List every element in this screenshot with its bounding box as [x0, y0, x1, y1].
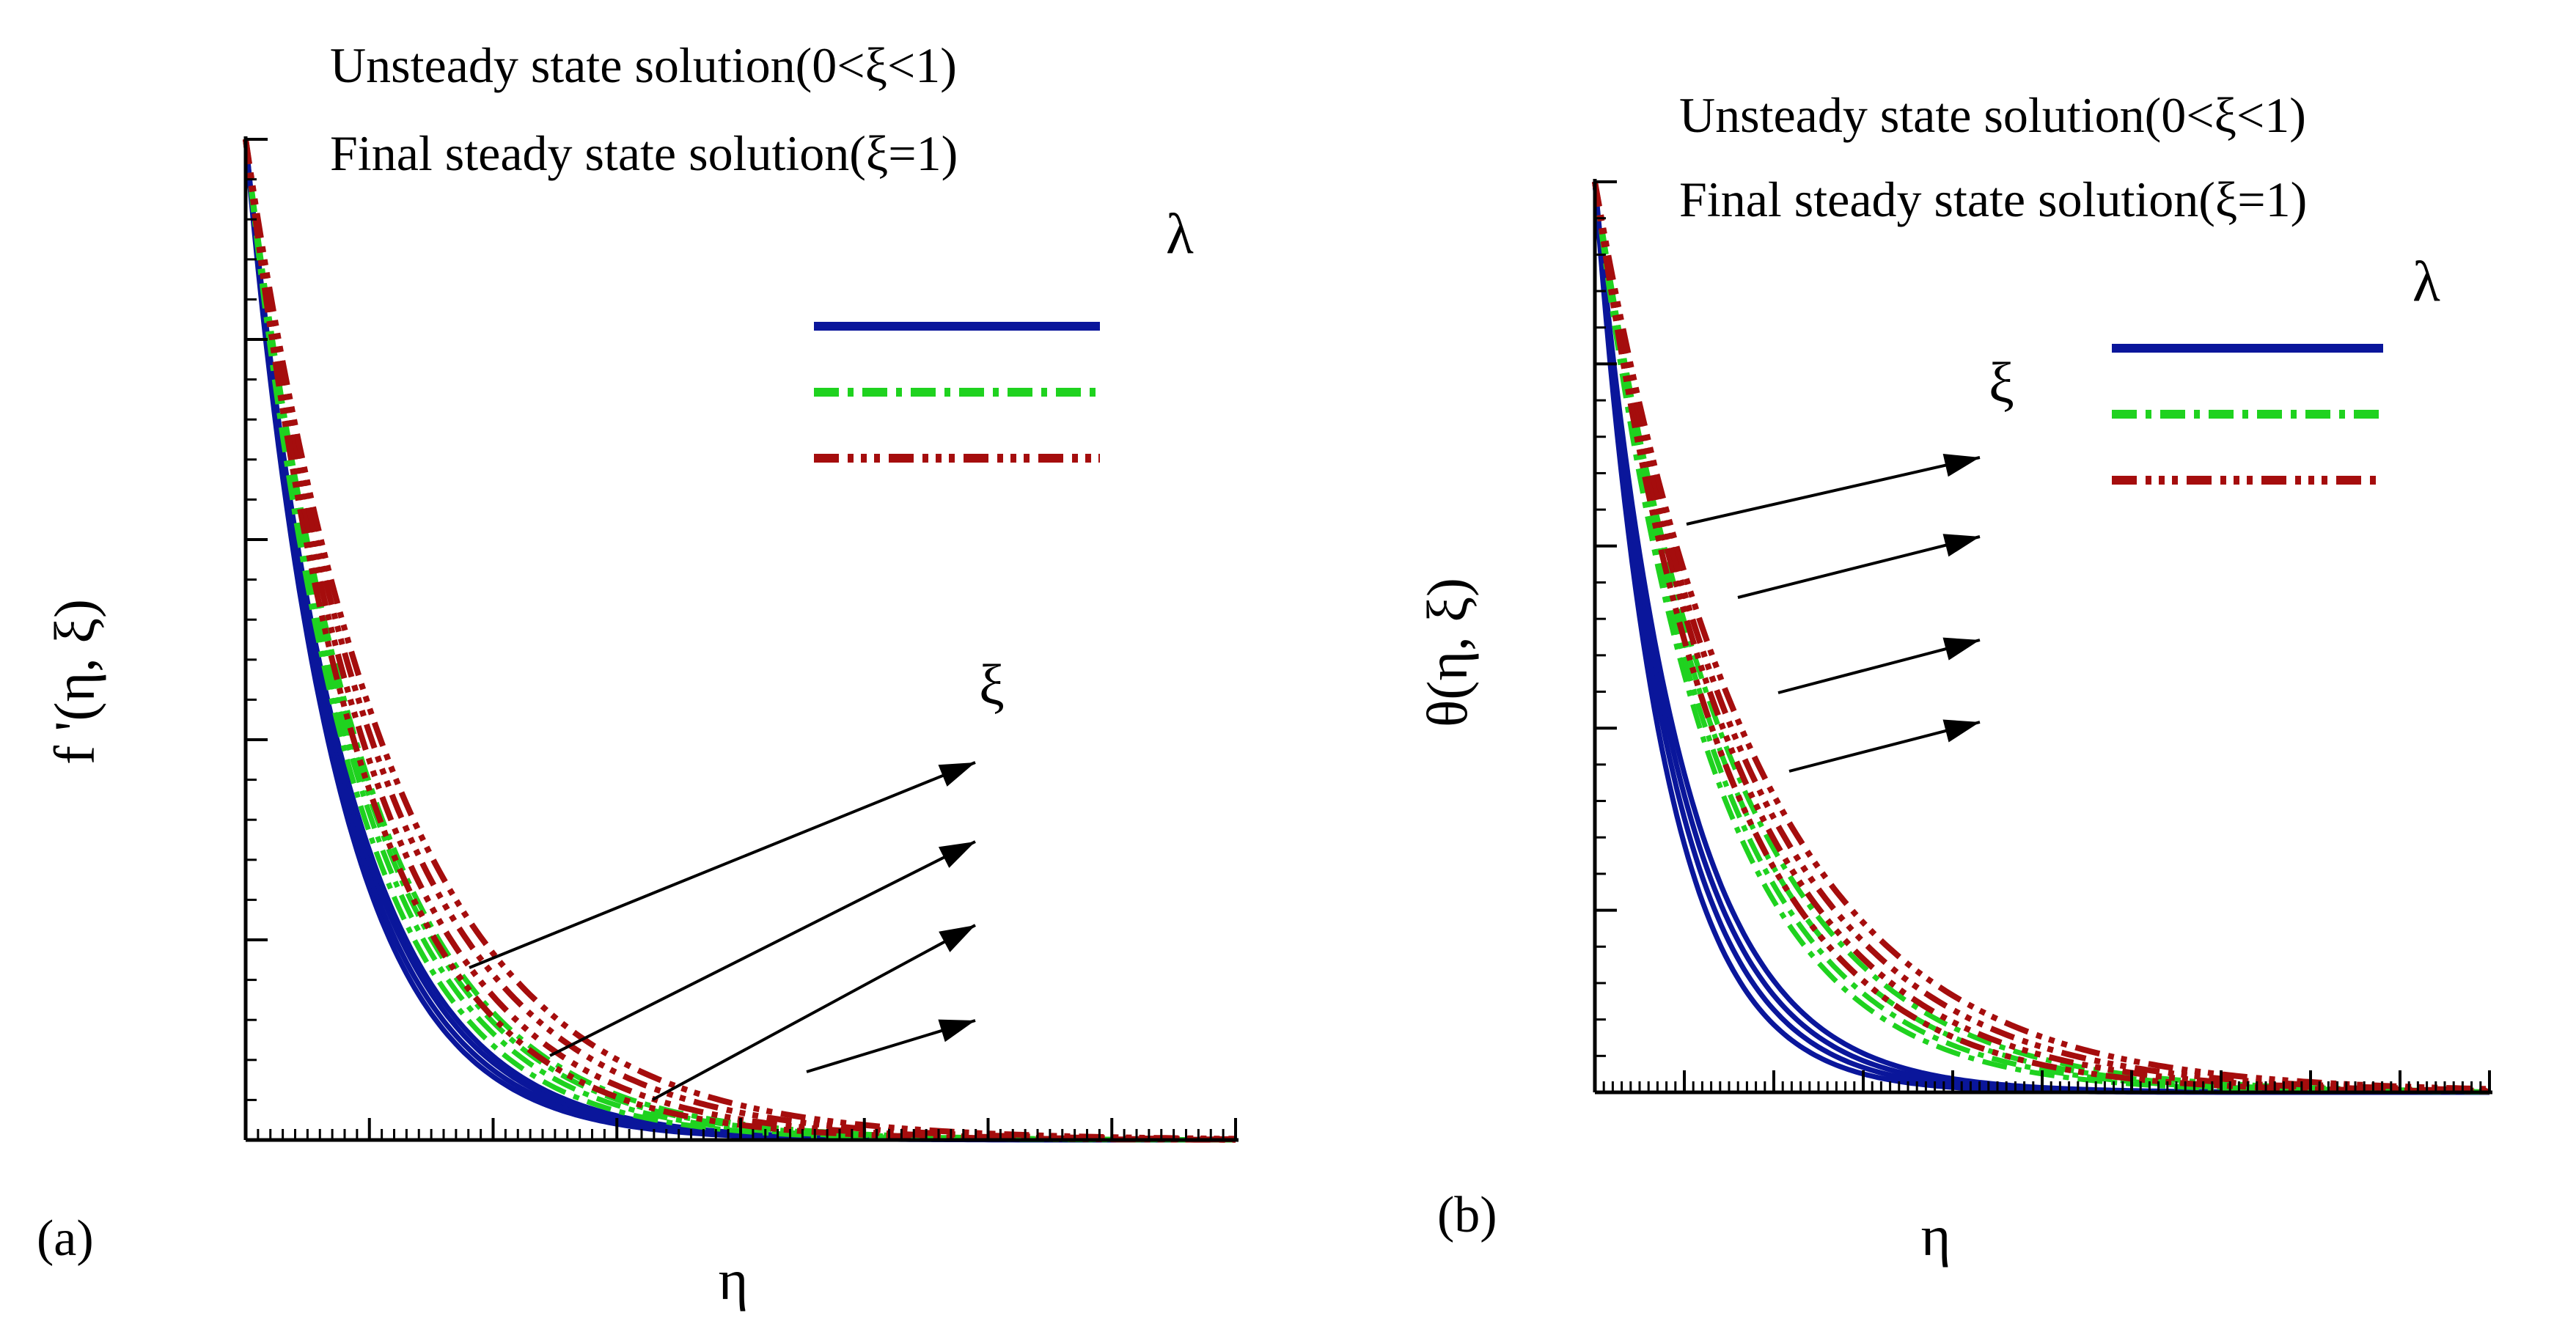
- x-axis-title-a: η: [719, 1248, 749, 1312]
- header-line-2-a: Final steady state solution(ξ=1): [330, 125, 958, 181]
- panel-label-a: (a): [37, 1210, 94, 1267]
- xi-annotation-arrow-head-2: [939, 925, 975, 952]
- plot-area-b: [1592, 179, 2492, 1095]
- y-axis-title-b: θ(η, ξ): [1415, 578, 1479, 727]
- series-2-xi-3-line: [243, 139, 1236, 1142]
- xi-annotation-arrow-line-2: [652, 924, 976, 1101]
- header-line-2-b: Final steady state solution(ξ=1): [1679, 172, 2307, 227]
- xi-annotation-arrow-line-0: [469, 761, 976, 969]
- xi-annotation-arrow-head-3: [1942, 719, 1980, 743]
- xi-title-a: ξ: [979, 652, 1005, 716]
- xi-annotation-arrow-head-2: [1942, 637, 1980, 661]
- y-axis-title-a: f '(η, ξ): [43, 599, 106, 765]
- panel-a: Unsteady state solution(0<ξ<1) Final ste…: [37, 37, 1239, 1312]
- xi-annotation-arrow-line-0: [1686, 456, 1981, 526]
- xi-annotation-arrow-head-3: [938, 1019, 975, 1042]
- header-line-1-a: Unsteady state solution(0<ξ<1): [330, 37, 957, 93]
- xi-annotation-arrow-head-0: [1942, 454, 1980, 477]
- panel-label-b: (b): [1437, 1187, 1497, 1243]
- plot-area-a: [243, 136, 1239, 1143]
- xi-annotation-arrow-line-1: [1737, 535, 1981, 599]
- legend-title-b: λ: [2412, 249, 2440, 313]
- xi-annotation-arrow-head-1: [1942, 534, 1980, 557]
- panel-b: Unsteady state solution(0<ξ<1) Final ste…: [1415, 87, 2492, 1268]
- xi-annotation-arrow-line-1: [549, 840, 976, 1057]
- x-axis-title-b: η: [1921, 1204, 1951, 1268]
- series-2-xi-1-line: [1592, 181, 2489, 1094]
- series-2-xi-2-line: [243, 139, 1236, 1142]
- series-2-xi-3-line: [1592, 181, 2490, 1092]
- xi-title-b: ξ: [1989, 350, 2014, 414]
- xi-annotation-arrow-head-0: [938, 762, 975, 787]
- xi-annotation-arrow-head-1: [938, 842, 975, 868]
- header-line-1-b: Unsteady state solution(0<ξ<1): [1679, 87, 2306, 143]
- legend-title-a: λ: [1166, 202, 1194, 265]
- series-2-xi-0-line: [1592, 181, 2490, 1095]
